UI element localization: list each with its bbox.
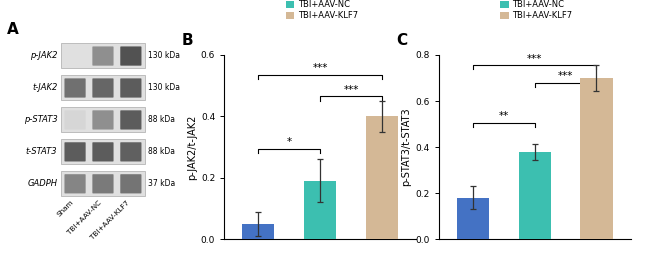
Bar [366, 116, 398, 239]
Text: 130 kDa: 130 kDa [148, 83, 181, 92]
Text: ***: *** [343, 85, 359, 95]
Bar [61, 107, 145, 132]
Text: **: ** [499, 111, 509, 122]
FancyBboxPatch shape [64, 142, 86, 161]
Text: ***: *** [313, 64, 328, 73]
FancyBboxPatch shape [92, 174, 114, 193]
Text: t-STAT3: t-STAT3 [26, 147, 57, 156]
FancyBboxPatch shape [92, 142, 114, 161]
FancyBboxPatch shape [92, 46, 114, 66]
Text: t-JAK2: t-JAK2 [32, 83, 57, 92]
Y-axis label: p-JAK2/t-JAK2: p-JAK2/t-JAK2 [187, 114, 197, 180]
Bar [242, 224, 274, 239]
FancyBboxPatch shape [64, 46, 86, 66]
Text: Sham: Sham [57, 199, 75, 218]
FancyBboxPatch shape [64, 78, 86, 98]
Bar [457, 198, 489, 239]
FancyBboxPatch shape [92, 110, 114, 130]
Text: GADPH: GADPH [27, 179, 57, 188]
Text: 88 kDa: 88 kDa [148, 147, 176, 156]
Text: A: A [6, 22, 18, 37]
FancyBboxPatch shape [64, 110, 86, 130]
Bar [61, 75, 145, 100]
Bar [519, 152, 551, 239]
Legend: Sham, TBI+AAV-NC, TBI+AAV-KLF7: Sham, TBI+AAV-NC, TBI+AAV-KLF7 [500, 0, 572, 20]
FancyBboxPatch shape [120, 46, 142, 66]
FancyBboxPatch shape [120, 142, 142, 161]
FancyBboxPatch shape [120, 110, 142, 130]
Y-axis label: p-STAT3/t-STAT3: p-STAT3/t-STAT3 [401, 108, 411, 186]
Legend: Sham, TBI+AAV-NC, TBI+AAV-KLF7: Sham, TBI+AAV-NC, TBI+AAV-KLF7 [286, 0, 358, 20]
Bar [304, 181, 336, 239]
Text: p-STAT3: p-STAT3 [23, 115, 57, 124]
Text: 88 kDa: 88 kDa [148, 115, 176, 124]
Text: ***: *** [527, 54, 542, 64]
FancyBboxPatch shape [64, 174, 86, 193]
Bar [61, 171, 145, 196]
FancyBboxPatch shape [120, 174, 142, 193]
FancyBboxPatch shape [120, 78, 142, 98]
Bar [61, 139, 145, 164]
FancyBboxPatch shape [92, 78, 114, 98]
Text: 130 kDa: 130 kDa [148, 51, 181, 60]
Text: 37 kDa: 37 kDa [148, 179, 176, 188]
Text: *: * [287, 137, 292, 147]
Bar [61, 43, 145, 68]
Bar [580, 78, 612, 239]
Text: TBI+AAV-KLF7: TBI+AAV-KLF7 [90, 199, 131, 240]
Text: TBI+AAV-NC: TBI+AAV-NC [67, 199, 103, 235]
Text: p-JAK2: p-JAK2 [30, 51, 57, 60]
Text: ***: *** [558, 71, 573, 81]
Text: B: B [182, 33, 194, 48]
Text: C: C [396, 33, 408, 48]
